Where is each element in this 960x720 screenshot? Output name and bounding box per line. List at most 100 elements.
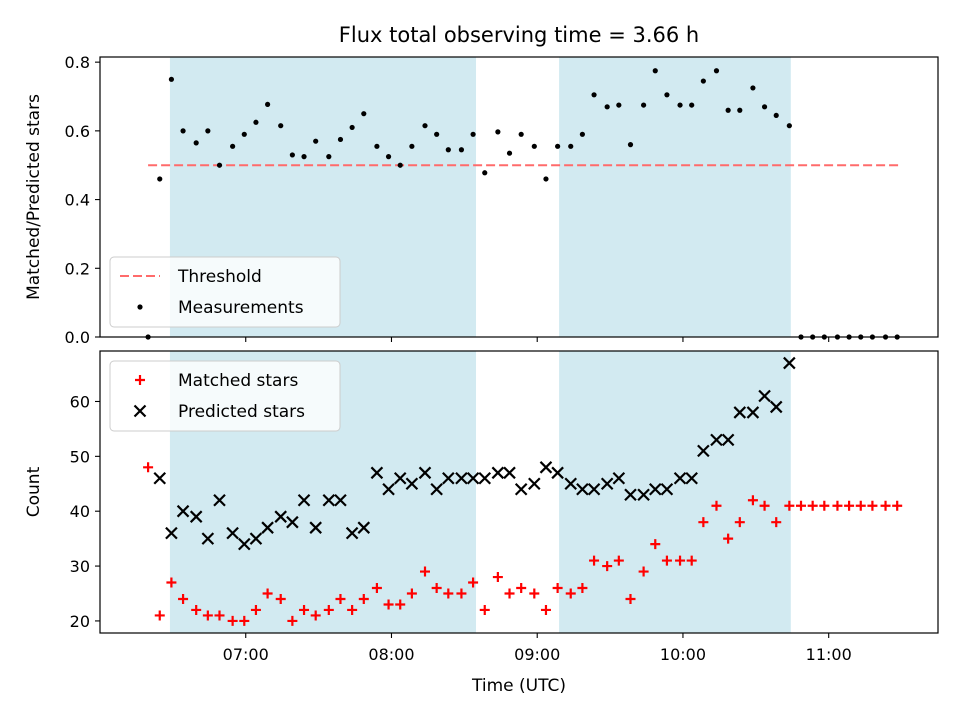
data-point: [262, 588, 273, 599]
data-point: [349, 124, 355, 131]
data-point: [334, 493, 347, 507]
data-point: [393, 472, 407, 485]
data-point: [591, 92, 597, 98]
data-point: [528, 477, 541, 491]
data-point: [710, 433, 723, 447]
data-point: [579, 131, 585, 137]
data-point: [495, 129, 501, 135]
data-point: [746, 406, 760, 419]
y-tick-label: 40: [70, 502, 90, 521]
data-point: [677, 102, 683, 108]
data-point: [466, 472, 480, 485]
data-point: [539, 461, 553, 474]
data-point: [531, 143, 537, 149]
data-point: [664, 92, 670, 98]
data-point: [733, 406, 747, 419]
data-point: [313, 138, 319, 144]
data-point: [202, 610, 213, 621]
legend: Threshold Measurements: [109, 256, 341, 328]
x-axis-label: Time (UTC): [471, 676, 566, 696]
data-point: [713, 68, 720, 74]
data-point: [165, 526, 178, 540]
legend-label: Predicted stars: [178, 402, 305, 422]
data-point: [761, 104, 768, 110]
y-tick-label: 20: [70, 612, 90, 631]
data-point: [253, 119, 259, 125]
data-point: [771, 517, 782, 528]
data-point: [518, 131, 524, 137]
data-point: [431, 583, 442, 594]
data-point: [287, 615, 298, 626]
data-point: [274, 510, 287, 523]
data-point: [374, 143, 380, 149]
data-point: [491, 466, 505, 480]
data-point: [747, 495, 758, 506]
data-point: [205, 128, 211, 134]
data-point: [226, 526, 239, 540]
legend-label: Matched stars: [178, 371, 298, 391]
data-point: [602, 561, 613, 572]
data-point: [406, 588, 417, 599]
data-point: [769, 400, 783, 414]
data-point: [297, 493, 311, 507]
data-point: [323, 604, 334, 615]
y-axis-label: Matched/Predicted stars: [24, 94, 44, 300]
data-point: [758, 389, 771, 403]
data-point: [689, 102, 695, 108]
data-point: [430, 482, 443, 496]
data-point: [564, 477, 578, 491]
data-point: [555, 143, 561, 149]
legend-swatch: [137, 304, 143, 310]
data-point: [455, 472, 468, 485]
x-tick-label: 07:00: [223, 645, 269, 664]
data-point: [637, 488, 650, 502]
data-point: [675, 555, 686, 566]
series-predicted-stars: [153, 356, 796, 551]
data-point: [405, 477, 419, 491]
y-tick-label: 0.8: [65, 53, 90, 72]
y-tick-label: 60: [70, 392, 90, 411]
data-point: [265, 101, 271, 108]
data-point: [154, 610, 165, 621]
data-point: [216, 162, 223, 168]
data-point: [419, 566, 430, 577]
data-point: [492, 572, 503, 583]
x-tick-label: 10:00: [660, 645, 706, 664]
data-point: [638, 566, 649, 577]
data-point: [301, 154, 307, 160]
data-point: [382, 482, 395, 496]
data-point: [737, 107, 743, 113]
data-point: [309, 521, 322, 534]
data-point: [418, 466, 432, 480]
legend-swatch: [135, 375, 145, 385]
data-point: [721, 433, 735, 447]
data-point: [442, 472, 455, 485]
y-tick-label: 0.6: [65, 122, 90, 141]
data-point: [673, 472, 687, 485]
data-point: [458, 147, 465, 153]
data-point: [201, 532, 215, 545]
data-point: [784, 500, 795, 511]
ratio-panel: 0.0 0.2 0.4 0.6 0.8 Matched/Predicted stars Th…: [24, 53, 939, 347]
data-point: [504, 588, 515, 599]
observing-window: [559, 351, 791, 633]
y-tick-label: 0.2: [65, 259, 90, 278]
data-point: [612, 472, 626, 485]
data-point: [652, 68, 658, 74]
data-point: [786, 123, 792, 129]
data-point: [347, 604, 358, 615]
x-tick-label: 08:00: [368, 645, 414, 664]
data-point: [650, 539, 661, 550]
data-point: [698, 517, 709, 528]
data-point: [625, 593, 636, 604]
x-tick-label: 09:00: [514, 645, 560, 664]
data-point: [370, 466, 384, 480]
data-point: [660, 482, 674, 496]
data-point: [514, 482, 528, 496]
data-point: [613, 555, 624, 566]
data-point: [482, 170, 488, 176]
data-point: [213, 493, 226, 507]
data-point: [543, 176, 549, 182]
data-point: [627, 142, 634, 148]
